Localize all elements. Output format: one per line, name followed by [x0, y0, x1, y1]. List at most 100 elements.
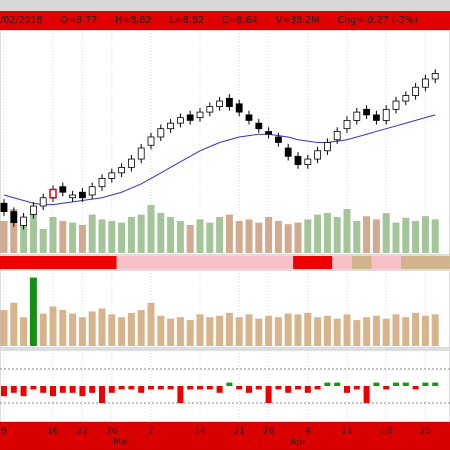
indicator-bar — [225, 312, 233, 346]
indicator-bar — [98, 308, 106, 346]
indicator-bar — [274, 317, 282, 346]
indicator-bar — [39, 313, 47, 346]
candle-body — [39, 197, 47, 207]
candle-body — [137, 147, 145, 160]
indicator-bar — [323, 315, 331, 346]
indicator-bar — [343, 314, 351, 346]
candle-body — [88, 186, 96, 196]
volume-bar — [235, 221, 243, 253]
volume-bar — [206, 222, 214, 253]
histogram-bar — [373, 382, 380, 386]
header-item: O=8.77 — [60, 15, 98, 26]
x-tick-label: 18 — [380, 427, 392, 437]
candle-body — [284, 147, 292, 157]
signal-band — [371, 256, 401, 269]
histogram-bar — [236, 386, 243, 390]
volume-bar — [314, 214, 322, 253]
panel-3 — [0, 349, 450, 423]
indicator-bar — [363, 317, 371, 346]
histogram-bar — [206, 386, 213, 390]
histogram-bar — [1, 386, 7, 397]
volume-bar — [78, 225, 86, 253]
volume-bar — [69, 222, 77, 253]
candle-body — [323, 142, 331, 152]
indicator-bar — [137, 310, 145, 346]
volume-bar — [157, 213, 165, 253]
header-item: L=8.52 — [169, 15, 204, 26]
candle-body — [49, 188, 57, 199]
candle-body — [382, 108, 390, 121]
indicator-bar — [294, 314, 302, 346]
histogram-bar — [128, 386, 135, 390]
histogram-bar — [285, 386, 292, 393]
x-tick-label: 26 — [106, 427, 118, 437]
candle-body — [216, 100, 224, 107]
volume-bar — [108, 221, 116, 253]
indicator-bar — [265, 315, 273, 346]
volume-bar — [176, 221, 184, 253]
volume-bar — [255, 222, 263, 253]
x-tick-label: 9 — [1, 427, 7, 437]
histogram-bar — [118, 386, 125, 390]
volume-bar — [167, 217, 175, 253]
histogram-bar — [148, 386, 154, 390]
histogram-bar — [314, 386, 321, 390]
histogram-bar — [138, 386, 145, 393]
candle-body — [59, 186, 67, 193]
indicator-bar — [20, 317, 28, 346]
indicator-bar — [118, 317, 126, 346]
histogram-bar — [30, 386, 37, 390]
volume-bar — [323, 213, 331, 253]
candle-body — [294, 155, 302, 166]
candle-body — [255, 122, 263, 130]
volume-bar — [127, 217, 135, 253]
histogram-bar — [275, 386, 282, 390]
header-item: Chg=-0.27 (-3%) — [337, 15, 418, 26]
indicator-bar — [88, 311, 96, 346]
volume-bar — [333, 217, 341, 253]
moving-average — [3, 114, 436, 206]
indicator-bar — [333, 318, 341, 346]
signal-band — [116, 256, 294, 269]
indicator-bar — [69, 313, 77, 346]
histogram-bar — [157, 386, 164, 390]
x-tick-label: 16 — [47, 427, 59, 437]
header-bar: /02/2018 O=8.77 H=8.82 L=8.52 C=8.64 V=38.2M C… — [0, 11, 450, 30]
candle-body — [20, 216, 28, 226]
histogram-bar — [422, 382, 429, 386]
indicator-bar — [157, 315, 165, 346]
candle-body — [157, 128, 165, 138]
price-panel — [0, 29, 450, 256]
histogram-bar — [295, 386, 301, 390]
volume-bar — [412, 221, 420, 253]
candle-body — [333, 131, 341, 141]
volume-bar — [196, 219, 204, 253]
candle-body — [274, 136, 282, 143]
volume-bar — [284, 224, 292, 253]
indicator-bar — [421, 315, 429, 346]
histogram-bar — [216, 386, 223, 393]
candle-body — [176, 117, 184, 124]
volume-bar — [147, 205, 155, 253]
indicator-bar — [402, 317, 410, 346]
histogram-bar — [40, 386, 47, 393]
indicator-bar — [284, 313, 292, 346]
histogram-bar — [10, 386, 17, 393]
candle-body — [10, 211, 18, 224]
candle-body — [353, 111, 361, 121]
indicator-bar — [196, 314, 204, 346]
x-tick-label: 14 — [194, 427, 206, 437]
volume-bar — [225, 214, 233, 253]
candle-body — [421, 78, 429, 88]
header-item: /02/2018 — [0, 15, 43, 26]
indicator-bar — [216, 315, 224, 346]
header-item: V=38.2M — [275, 15, 320, 26]
indicator-bar — [186, 320, 194, 346]
histogram-bar — [187, 386, 194, 390]
candle-body — [265, 131, 273, 135]
x-tick-label: 28 — [263, 427, 275, 437]
candle-body — [431, 73, 439, 80]
volume-bar — [20, 225, 28, 253]
